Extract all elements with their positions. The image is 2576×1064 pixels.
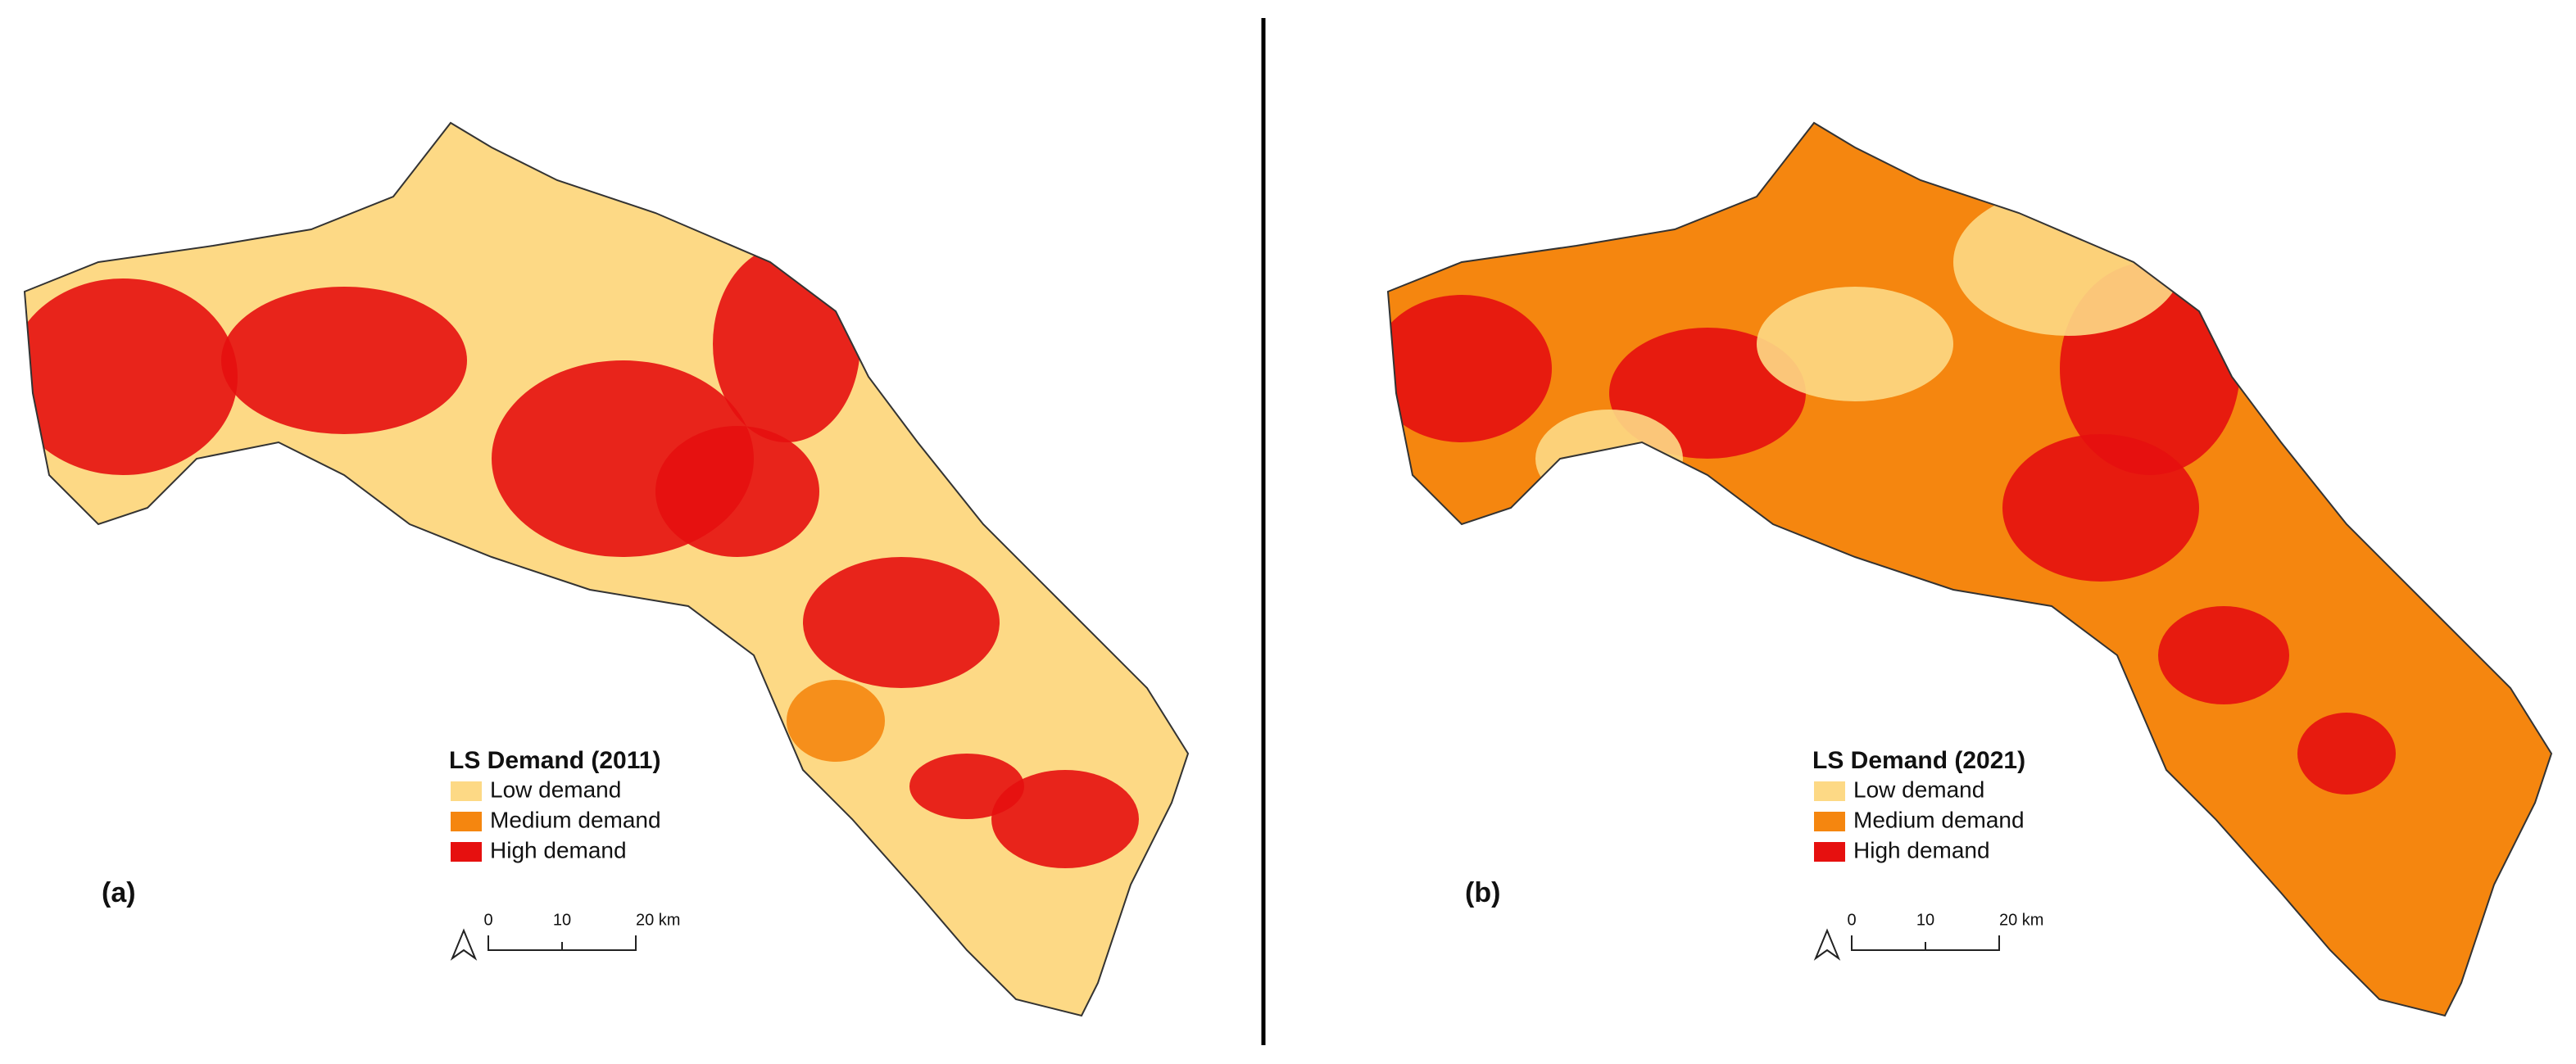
map: [1388, 123, 2551, 1016]
legend-swatch: [1814, 842, 1845, 862]
north-arrow: [1813, 928, 1841, 961]
legend-title: LS Demand (2011): [449, 747, 660, 774]
scale-bar: [1851, 935, 2000, 951]
demand-area: [2297, 713, 2396, 795]
demand-area: [1953, 188, 2183, 336]
legend-swatch: [451, 842, 482, 862]
legend-swatch: [451, 781, 482, 801]
legend-label: Medium demand: [490, 807, 661, 832]
demand-area: [803, 557, 1000, 688]
panel: LS Demand (2021)Low demand Medium demand H…: [1386, 121, 2553, 1017]
demand-area: [221, 287, 467, 434]
scale-label: 0: [1847, 911, 1856, 929]
legend-label: Medium demand: [1853, 807, 2025, 832]
demand-area: [1757, 287, 1953, 401]
legend-label: Low demand: [1853, 776, 1984, 802]
demand-area: [2158, 606, 2289, 704]
legend-swatch: [451, 812, 482, 831]
panel-label: (b): [1465, 877, 1500, 908]
demand-area: [1535, 410, 1683, 508]
legend-swatch: [1814, 781, 1845, 801]
demand-area: [787, 680, 885, 762]
map-outline: [1386, 121, 2553, 1017]
map-outline: [23, 121, 1190, 1017]
legend-swatch: [1814, 812, 1845, 831]
panel: LS Demand (2011)Low demand Medium demand H…: [23, 121, 1190, 1017]
scale-label: 10: [1916, 911, 1934, 929]
legend-label: High demand: [1853, 837, 1990, 863]
map-region: [25, 123, 1188, 1016]
demand-area: [991, 770, 1139, 868]
legend-label: Low demand: [490, 776, 621, 802]
demand-area: [1388, 295, 1552, 442]
legend-label: High demand: [490, 837, 627, 863]
north-arrow: [450, 928, 478, 961]
panel-label: (a): [102, 877, 136, 908]
scale-label: 20 km: [1999, 911, 2043, 929]
scale-bar: [488, 935, 637, 951]
demand-area: [2002, 434, 2199, 582]
scale-label: 20 km: [636, 911, 680, 929]
scale-label: 0: [483, 911, 492, 929]
legend-title: LS Demand (2021): [1812, 747, 2025, 774]
demand-area: [655, 426, 819, 557]
demand-area: [25, 278, 238, 475]
scale-label: 10: [553, 911, 571, 929]
map: [25, 123, 1188, 1016]
demand-area: [909, 754, 1024, 819]
